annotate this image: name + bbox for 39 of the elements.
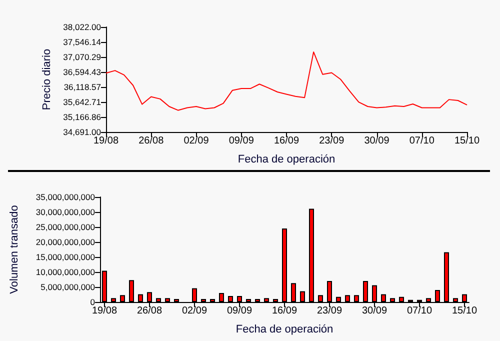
- y-tick-label: 30,000,000,000: [36, 207, 96, 217]
- y-tick-label: 36,118.57: [64, 82, 102, 92]
- x-tick-label: 26/08: [136, 306, 162, 316]
- y-tick-label: 35,166.86: [63, 112, 102, 122]
- y-tick-label: 35,000,000,000: [36, 192, 96, 202]
- x-tick-label: 09/09: [228, 136, 254, 146]
- y-tick-label: 20,000,000,000: [36, 237, 96, 247]
- x-tick-label: 15/10: [452, 306, 478, 316]
- y-tick-label: 36,594.43: [63, 67, 102, 77]
- y-tick-label: 25,000,000,000: [36, 222, 96, 232]
- y-axis-title: Precio diario: [40, 48, 53, 110]
- y-tick-label: 37,546.14: [63, 37, 102, 47]
- x-tick-label: 02/09: [182, 306, 208, 316]
- x-tick-label: 19/08: [93, 136, 119, 146]
- y-tick-label: 5,000,000,000: [40, 282, 96, 292]
- x-tick-label: 26/08: [138, 136, 164, 146]
- y-axis-title: Volumen transado: [8, 205, 20, 294]
- x-tick-label: 07/10: [406, 306, 432, 316]
- x-tick-label: 23/09: [316, 306, 342, 316]
- y-tick-label: 35,642.71: [63, 97, 102, 107]
- y-tick-label: 34,691.00: [63, 127, 102, 137]
- x-axis-title: Fecha de operación: [236, 324, 334, 336]
- x-tick-label: 16/09: [272, 306, 298, 316]
- x-tick-label: 19/08: [92, 306, 118, 316]
- x-tick-label: 15/10: [454, 136, 480, 146]
- x-tick-label: 23/09: [319, 136, 345, 146]
- y-tick-label: 37,070.29: [63, 52, 102, 62]
- x-tick-label: 30/09: [364, 136, 390, 146]
- x-tick-label: 07/10: [409, 136, 435, 146]
- line-series: [106, 51, 468, 111]
- x-tick-label: 09/09: [226, 306, 252, 316]
- x-tick-label: 02/09: [184, 136, 210, 146]
- x-axis-title: Fecha de operación: [238, 154, 336, 166]
- x-tick-label: 30/09: [362, 306, 388, 316]
- y-tick-label: 10,000,000,000: [36, 267, 96, 277]
- y-tick-label: 0: [90, 297, 96, 307]
- x-tick-label: 16/09: [274, 136, 300, 146]
- y-tick-label: 15,000,000,000: [36, 252, 96, 262]
- y-tick-label: 38,022.00: [63, 22, 102, 32]
